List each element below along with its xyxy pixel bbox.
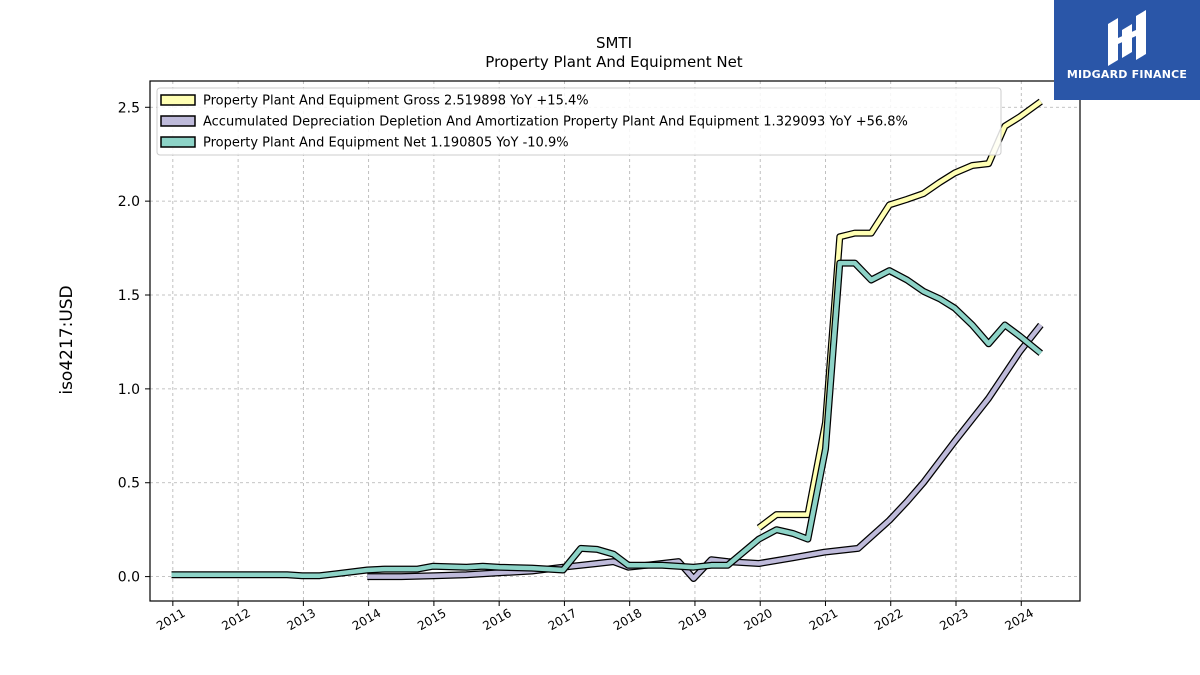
x-tick-label: 2016	[480, 606, 513, 633]
series-line-3	[171, 260, 1043, 578]
x-tick-label: 2015	[415, 606, 448, 633]
legend-entry-label: Accumulated Depreciation Depletion And A…	[203, 115, 908, 130]
x-tick-label: 2018	[611, 606, 644, 633]
x-tick-label: 2012	[219, 606, 252, 633]
x-tick-label: 2014	[350, 606, 383, 633]
series-line-outline	[367, 322, 1044, 582]
x-tick-label: 2011	[154, 606, 187, 633]
chart-title: SMTI	[596, 34, 632, 52]
x-tick-label: 2022	[872, 606, 905, 633]
legend: Property Plant And Equipment Gross 2.519…	[156, 87, 1002, 156]
plot-frame	[149, 80, 1081, 602]
grid	[150, 81, 1080, 601]
legend-swatch	[160, 136, 196, 148]
x-tick-label: 2021	[807, 606, 840, 633]
chart-subtitle: Property Plant And Equipment Net	[485, 53, 742, 71]
y-tick-label: 1.0	[118, 382, 140, 398]
legend-box	[156, 87, 1002, 156]
series-line-2	[367, 323, 1043, 581]
y-tick-label: 2.0	[118, 194, 140, 210]
series-line-outline	[171, 259, 1044, 580]
series-lines	[171, 98, 1044, 582]
series-line-outline	[756, 98, 1043, 531]
x-tick-label: 2019	[676, 606, 709, 633]
x-tick-label: 2024	[1003, 606, 1036, 633]
logo-text: MIDGARD FINANCE	[1066, 68, 1188, 81]
y-axis-label: iso4217:USD	[57, 285, 77, 394]
x-tick-label: 2013	[285, 606, 318, 633]
brand-logo: MIDGARD FINANCE	[1054, 0, 1200, 100]
legend-swatch	[160, 115, 196, 127]
x-tick-label: 2017	[546, 606, 579, 633]
legend-entry-label: Property Plant And Equipment Net 1.19080…	[203, 136, 569, 151]
legend-entry-label: Property Plant And Equipment Gross 2.519…	[203, 94, 589, 109]
y-tick-label: 1.5	[118, 288, 140, 304]
x-tick-label: 2020	[741, 606, 774, 633]
legend-swatch	[160, 94, 196, 106]
y-tick-label: 2.5	[118, 100, 140, 116]
series-line-1	[757, 99, 1043, 530]
logo-mark-icon	[1108, 10, 1146, 66]
x-tick-label: 2023	[937, 606, 970, 633]
y-tick-label: 0.0	[118, 570, 140, 586]
y-tick-label: 0.5	[118, 476, 140, 492]
